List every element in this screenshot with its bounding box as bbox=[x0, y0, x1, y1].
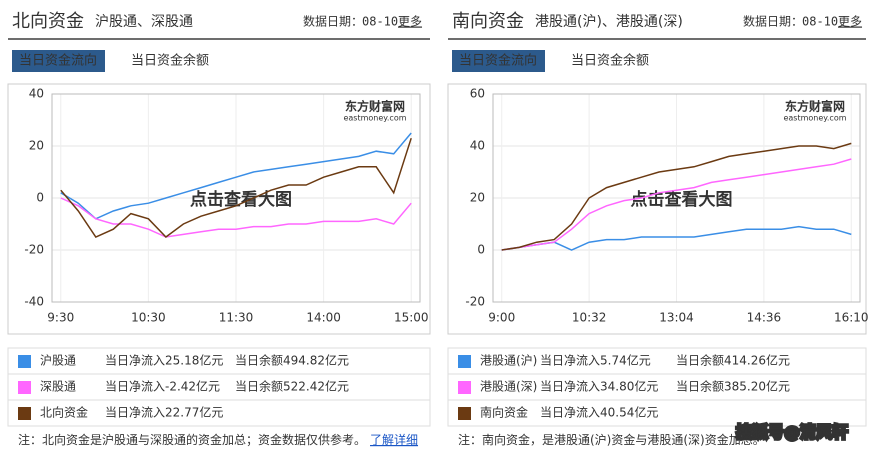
inflow-label: 当日净流入 bbox=[540, 406, 600, 420]
overlay-hint[interactable]: 点击查看大图 bbox=[190, 189, 292, 210]
panel-title: 南向资金 bbox=[452, 11, 524, 32]
series-line bbox=[501, 142, 852, 251]
panel-subtitle: 港股通(沪)、港股通(深) bbox=[535, 14, 683, 30]
note: 注：北向资金是沪股通与深股通的资金加总；资金数据仅供参考。 了解详细 bbox=[18, 432, 418, 447]
source-mark: 搜狐号@清风轩 bbox=[736, 423, 848, 442]
x-tick-label: 16:10 bbox=[834, 311, 869, 325]
watermark-sub: eastmoney.com bbox=[343, 114, 406, 123]
table-row bbox=[7, 373, 431, 401]
balance-value: 522.42亿元 bbox=[283, 379, 349, 394]
balance-value: 385.20亿元 bbox=[724, 379, 790, 394]
y-tick-label: -40 bbox=[24, 295, 44, 309]
note: 注：南向资金，是港股通(沪)资金与港股通(深)资金加总。 bbox=[458, 432, 765, 447]
series-line bbox=[501, 158, 852, 251]
inflow-label: 当日净流入 bbox=[540, 354, 600, 368]
more-link[interactable]: 更多 bbox=[838, 15, 862, 29]
tab-active[interactable]: 当日资金流向 bbox=[19, 53, 97, 69]
tab[interactable]: 当日资金余额 bbox=[131, 53, 209, 69]
inflow-value: 34.80亿元 bbox=[600, 379, 658, 394]
chart-frame bbox=[447, 83, 867, 335]
x-tick-label: 10:30 bbox=[131, 311, 166, 325]
legend-name: 港股通(沪) bbox=[480, 354, 537, 368]
tab-active-bg bbox=[12, 50, 105, 72]
inflow-label: 当日净流入 bbox=[105, 354, 165, 368]
date-label: 数据日期： bbox=[743, 14, 803, 29]
inflow-value: 5.74亿元 bbox=[600, 353, 651, 368]
date-label: 数据日期： bbox=[303, 14, 363, 29]
balance-value: 414.26亿元 bbox=[724, 353, 790, 368]
x-tick-label: 11:30 bbox=[219, 311, 254, 325]
tab[interactable]: 当日资金余额 bbox=[571, 53, 649, 69]
table-row bbox=[447, 373, 867, 401]
y-tick-label: 0 bbox=[477, 243, 485, 257]
x-tick-label: 15:00 bbox=[394, 311, 429, 325]
tab-active[interactable]: 当日资金流向 bbox=[459, 53, 537, 69]
legend-name: 深股通 bbox=[40, 380, 76, 394]
x-tick-label: 10:32 bbox=[572, 311, 607, 325]
legend-swatch bbox=[458, 355, 471, 368]
y-tick-label: 0 bbox=[36, 191, 44, 205]
balance-label: 当日余额 bbox=[676, 379, 724, 394]
y-tick-label: 20 bbox=[29, 139, 44, 153]
legend-name: 南向资金 bbox=[480, 405, 528, 420]
plot-border bbox=[51, 93, 421, 303]
panel-title: 北向资金 bbox=[12, 11, 84, 32]
y-tick-label: -20 bbox=[465, 295, 485, 309]
chart-frame bbox=[7, 83, 431, 335]
overlay-hint[interactable]: 点击查看大图 bbox=[631, 189, 733, 210]
x-tick-label: 9:30 bbox=[47, 311, 74, 325]
table-row bbox=[447, 347, 867, 375]
plot-border bbox=[492, 93, 861, 303]
date-value: 08-10 bbox=[802, 15, 838, 29]
legend-swatch bbox=[18, 355, 31, 368]
watermark: 东方财富网 bbox=[785, 99, 845, 114]
y-tick-label: 20 bbox=[470, 191, 485, 205]
balance-label: 当日余额 bbox=[235, 379, 283, 394]
inflow-value: -2.42亿元 bbox=[165, 379, 220, 394]
series-line bbox=[501, 225, 852, 251]
balance-value: 494.82亿元 bbox=[283, 353, 349, 368]
legend-swatch bbox=[18, 381, 31, 394]
x-tick-label: 14:00 bbox=[306, 311, 341, 325]
more-link[interactable]: 更多 bbox=[398, 15, 422, 29]
table-row bbox=[7, 399, 431, 427]
note-link[interactable]: 了解详细 bbox=[370, 432, 418, 447]
balance-label: 当日余额 bbox=[676, 353, 724, 368]
panel-subtitle: 沪股通、深股通 bbox=[95, 14, 193, 30]
y-tick-label: 60 bbox=[470, 87, 485, 101]
inflow-label: 当日净流入 bbox=[105, 380, 165, 394]
note-text: 注：南向资金，是港股通(沪)资金与港股通(深)资金加总。 bbox=[458, 432, 765, 447]
legend-name: 沪股通 bbox=[40, 354, 76, 368]
inflow-value: 25.18亿元 bbox=[165, 353, 223, 368]
table-row bbox=[447, 399, 867, 427]
balance-label: 当日余额 bbox=[235, 353, 283, 368]
inflow-value: 40.54亿元 bbox=[600, 405, 658, 420]
x-tick-label: 14:36 bbox=[747, 311, 782, 325]
series-line bbox=[60, 137, 412, 238]
series-line bbox=[60, 132, 412, 220]
y-tick-label: -20 bbox=[24, 243, 44, 257]
date-value: 08-10 bbox=[362, 15, 398, 29]
legend-name: 北向资金 bbox=[40, 405, 88, 420]
legend-swatch bbox=[18, 407, 31, 420]
legend-name: 港股通(深) bbox=[480, 380, 537, 394]
inflow-value: 22.77亿元 bbox=[165, 405, 223, 420]
inflow-label: 当日净流入 bbox=[105, 406, 165, 420]
watermark-sub: eastmoney.com bbox=[783, 114, 846, 123]
y-tick-label: 40 bbox=[29, 87, 44, 101]
note-text: 注：北向资金是沪股通与深股通的资金加总；资金数据仅供参考。 bbox=[18, 432, 366, 447]
tab-active-bg bbox=[452, 50, 545, 72]
y-tick-label: 40 bbox=[470, 139, 485, 153]
watermark: 东方财富网 bbox=[345, 99, 405, 114]
x-tick-label: 9:00 bbox=[488, 311, 515, 325]
legend-swatch bbox=[458, 407, 471, 420]
inflow-label: 当日净流入 bbox=[540, 380, 600, 394]
table-row bbox=[7, 347, 431, 375]
legend-swatch bbox=[458, 381, 471, 394]
x-tick-label: 13:04 bbox=[659, 311, 694, 325]
